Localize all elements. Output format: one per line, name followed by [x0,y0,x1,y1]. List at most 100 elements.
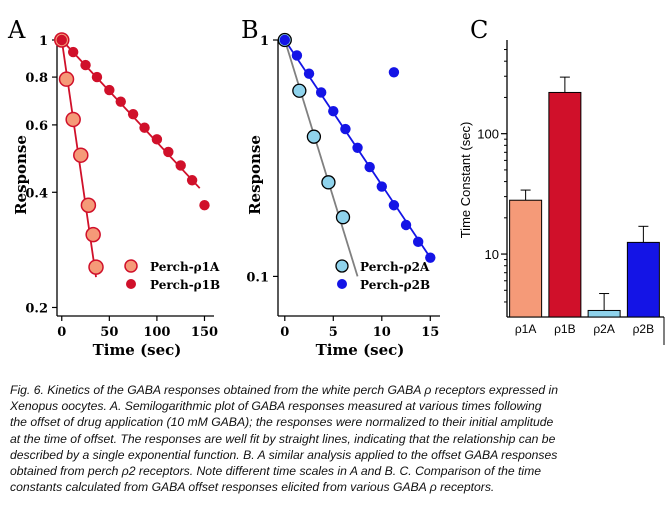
category-label: ρ2B [633,322,655,336]
x-tick-label: 100 [143,325,170,340]
data-point [67,46,79,58]
caption-line: at the time of offset. The responses are… [10,431,556,446]
panel-c-y-ticks: 10 100 [477,49,507,303]
caption-line: obtained from perch ρ2 receptors. Note d… [10,464,542,479]
panel-b-letter: B [241,16,259,44]
panel-b-points [277,32,436,263]
bar [587,309,621,318]
data-point [175,160,186,171]
data-point [364,161,375,173]
figure-caption: Fig. 6. Kinetics of the GABA responses o… [10,382,666,495]
data-point [328,105,339,117]
caption-line: Fig. 6. Kinetics of the GABA responses o… [10,383,559,397]
legend-label-perch-r1a: Perch-ρ1A [150,260,220,274]
panel-a-y-label: Response [12,135,30,215]
panel-b-x-ticks: 0 5 10 15 [280,316,439,340]
y-tick-label: 0.8 [25,71,48,86]
data-point [73,147,89,163]
data-point [163,146,174,158]
panel-a-legend: Perch-ρ1A Perch-ρ1B [124,259,220,292]
bar [626,241,660,318]
x-tick-label: 5 [329,325,338,340]
x-tick-label: 10 [373,325,391,340]
panel-a-points [54,32,210,275]
data-point [85,226,101,243]
x-tick-label: 150 [191,325,218,340]
data-point [80,197,97,213]
panel-b-y-ticks: 10.1 [246,34,278,285]
data-point [88,259,104,275]
y-tick-label: 0.4 [25,186,48,201]
bar [509,199,543,318]
caption-line: Xenopus oocytes. A. Semilogarithmic plot… [10,399,542,414]
panel-b-x-label: Time (sec) [316,341,405,359]
legend-label-perch-r2b: Perch-ρ2B [360,278,430,292]
panel-c-categories: ρ1A ρ1B ρ2A ρ2B [515,322,654,336]
data-point [292,83,307,98]
caption-line: described by a single exponential functi… [10,447,558,462]
panel-b: B 10.1 0 5 10 15 Response Time (sec) Perch-… [241,16,440,359]
data-point [127,108,139,120]
data-point [376,181,387,192]
data-point [151,134,163,145]
figure: A 10.80.60.40.2 0 50 100 150 Response Time … [7,16,665,359]
data-point [315,87,327,98]
data-point [340,123,351,135]
y-tick-label: 0.2 [25,301,48,316]
data-point [352,142,363,153]
caption-line: constants calculated from GABA offset re… [10,480,495,495]
data-point [80,59,91,71]
data-point [306,129,322,144]
data-point [65,111,81,128]
data-point [115,96,126,107]
data-point [91,71,103,83]
x-tick-label: 0 [57,325,66,340]
data-point [58,71,75,87]
bar [548,91,582,318]
data-point [104,84,115,96]
y-tick-label: 0.6 [25,119,48,134]
panel-a: A 1 0.8 0.6 0.4 0.2 0 50 100 150 Response Time … [7,16,220,359]
data-point [425,252,436,263]
x-tick-label: 15 [421,325,439,340]
category-label: ρ1A [515,322,537,336]
data-point [291,50,303,61]
panel-c-letter: C [470,16,488,44]
data-point [388,200,400,211]
panel-c-bars [509,76,660,318]
caption-line: the offset of drug application (10 mM GA… [10,415,554,430]
panel-a-y-ticks: 1 0.8 0.6 0.4 0.2 [25,34,57,316]
data-point [412,236,424,248]
panel-b-y-label: Response [246,135,264,215]
data-point [56,34,67,46]
x-tick-label: 50 [100,325,118,340]
y-tick-label: 100 [477,127,499,142]
data-point [335,210,351,225]
legend-marker-perch-r2a [335,259,349,273]
panel-b-legend: Perch-ρ2A Perch-ρ2B [335,259,430,292]
data-point [279,34,290,46]
category-label: ρ1B [554,322,576,336]
panel-a-letter: A [7,16,26,44]
y-tick-label: 0.1 [246,270,269,285]
panel-a-x-label: Time (sec) [93,341,182,359]
y-tick-label: 1 [260,34,269,49]
data-point [199,200,210,211]
legend-label-perch-r1b: Perch-ρ1B [150,278,220,292]
fit-line [283,39,359,277]
data-point [303,68,315,79]
data-point [186,175,198,186]
y-tick-label: 10 [485,247,499,262]
panel-c: C 10 100 Time Constant (sec) ρ1A ρ1B ρ2A ρ2B [458,16,665,345]
legend-label-perch-r2a: Perch-ρ2A [360,260,430,274]
legend-marker-perch-r1b [126,279,136,289]
panel-a-x-ticks: 0 50 100 150 [57,316,218,340]
x-tick-label: 0 [280,325,289,340]
panel-c-y-label: Time Constant (sec) [458,122,473,239]
data-point [139,122,150,133]
y-tick-label: 1 [39,34,48,49]
outlier-point [388,67,400,78]
data-point [321,175,336,190]
legend-marker-perch-r1a [124,259,138,273]
category-label: ρ2A [593,322,615,336]
